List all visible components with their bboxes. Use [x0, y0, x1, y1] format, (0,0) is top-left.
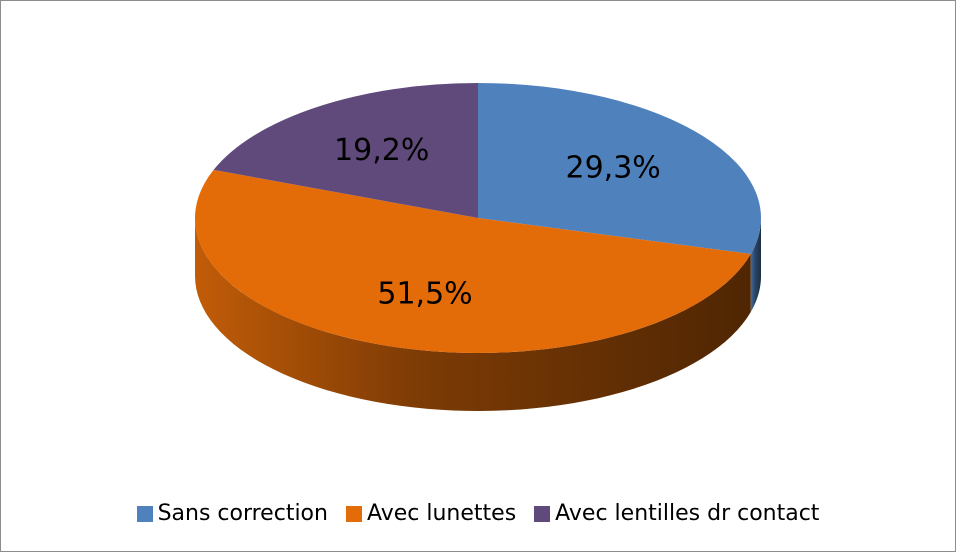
data-label: 51,5%	[377, 276, 472, 311]
plot: 29,3% 51,5% 19,2%	[195, 83, 761, 411]
legend-swatch	[345, 505, 362, 522]
pie-slice	[195, 169, 751, 353]
legend-item: Avec lentilles dr contact	[534, 501, 819, 526]
pie-side	[750, 218, 761, 313]
pie-side	[195, 218, 751, 411]
legend-swatch	[136, 505, 153, 522]
legend-label: Avec lentilles dr contact	[555, 501, 820, 526]
legend: Sans correction Avec lunettes Avec lentill…	[1, 501, 955, 526]
legend-swatch	[534, 505, 551, 522]
data-label: 19,2%	[334, 133, 429, 168]
legend-label: Sans correction	[157, 501, 328, 526]
pie-slice	[478, 83, 761, 255]
legend-label: Avec lunettes	[366, 501, 517, 526]
data-label: 29,3%	[565, 150, 660, 185]
legend-item: Avec lunettes	[345, 501, 517, 526]
pie-slice	[213, 83, 479, 218]
legend-item: Sans correction	[136, 501, 328, 526]
